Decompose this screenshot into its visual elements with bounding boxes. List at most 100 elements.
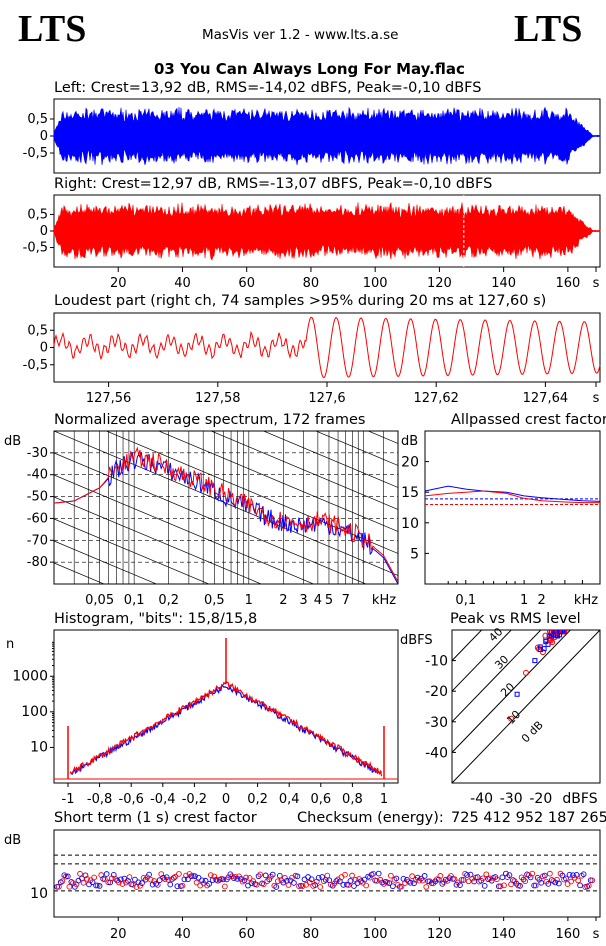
- shortterm-point-right: [494, 876, 500, 882]
- shortterm-point-left: [132, 876, 138, 883]
- right-waveform: [53, 201, 601, 261]
- right-ytick-label: 0: [40, 224, 48, 239]
- shortterm-xtick-label: 160: [555, 927, 580, 942]
- shortterm-point-right: [568, 878, 574, 885]
- shortterm-point-right: [497, 883, 504, 890]
- checksum-value: 725 412 952 187 265: [451, 810, 606, 826]
- shortterm-point-right: [423, 884, 430, 890]
- histogram-xtick-label: 0: [222, 792, 230, 807]
- peakrms-point-right: [534, 644, 541, 651]
- spectrum-xtick-label: 5: [325, 593, 333, 608]
- right-xtick-label: 160: [555, 276, 580, 291]
- shortterm-point-right: [373, 877, 380, 884]
- shortterm-point-right: [63, 873, 69, 880]
- shortterm-point-right: [154, 882, 161, 888]
- shortterm-point-left: [488, 877, 495, 884]
- peakrms-diagonals: [452, 630, 600, 783]
- shortterm-point-left: [421, 873, 428, 879]
- shortterm-point-left: [135, 879, 142, 886]
- peakrms-xtick-label: -40: [470, 791, 493, 807]
- spectrum-diagonal: [54, 518, 210, 584]
- shortterm-point-right: [59, 878, 66, 885]
- allpass-ytick-label: 15: [401, 485, 419, 501]
- shortterm-point-left: [199, 877, 205, 884]
- spectrum-ytick-label: -50: [27, 490, 48, 505]
- shortterm-point-left: [534, 874, 541, 881]
- loudest-ytick-label: 0: [40, 341, 48, 356]
- spectrum-diagonal: [54, 540, 158, 584]
- shortterm-point-left: [315, 874, 322, 881]
- right-xtick-label: 20: [110, 276, 127, 291]
- peakrms-point-right: [549, 639, 556, 646]
- spectrum-diagonal: [315, 431, 398, 466]
- allpass-unit: dB: [401, 434, 419, 449]
- shortterm-xtick-label: 20: [110, 927, 127, 942]
- shortterm-point-right: [299, 883, 306, 890]
- histogram-series-right: [69, 680, 383, 777]
- loudest-line: [53, 316, 601, 379]
- shortterm-point-left: [404, 876, 410, 883]
- histogram-xtick-label: -1: [62, 792, 75, 807]
- spectrum-xtick-label: 7: [342, 593, 350, 608]
- file-title: 03 You Can Always Long For May.flac: [154, 60, 465, 78]
- shortterm-point-left: [276, 872, 283, 879]
- shortterm-point-right: [458, 877, 465, 883]
- right-ytick-label: 0,5: [27, 207, 48, 222]
- shortterm-point-right: [589, 877, 596, 884]
- shortterm-point-left: [312, 882, 318, 888]
- shortterm-point-right: [324, 872, 331, 879]
- shortterm-unit: dB: [4, 833, 22, 848]
- allpass-xtick-label: kHz: [574, 593, 598, 608]
- shortterm-point-left: [393, 875, 400, 882]
- loudest-xtick-label: 127,64: [523, 391, 569, 406]
- spectrum-frame: [53, 430, 399, 585]
- peakrms-xtick-label: -20: [529, 791, 552, 807]
- shortterm-point-left: [457, 882, 463, 888]
- shortterm-point-left: [566, 871, 573, 878]
- shortterm-point-left: [503, 870, 509, 877]
- shortterm-point-left: [61, 872, 68, 879]
- shortterm-point-left: [573, 872, 580, 878]
- spectrum-xtick-label: 1: [245, 593, 253, 608]
- right-ytick-label: -0,5: [23, 241, 48, 256]
- shortterm-point-right: [388, 872, 394, 879]
- allpass-label: Allpassed crest factor: [451, 412, 606, 428]
- shortterm-point-right: [409, 873, 415, 879]
- shortterm-point-right: [257, 871, 264, 878]
- peakrms-point-left: [541, 646, 547, 652]
- shortterm-point-left: [96, 883, 103, 889]
- shortterm-point-left: [442, 876, 449, 883]
- shortterm-point-left: [375, 870, 382, 877]
- peakrms-diag-label: 40: [486, 625, 505, 644]
- shortterm-point-left: [291, 880, 297, 886]
- shortterm-xtick-label: s: [593, 927, 600, 942]
- loudest-xtick-label: 127,58: [195, 391, 241, 406]
- left-ytick-label: 0: [40, 129, 48, 144]
- logo-left: LTS: [18, 8, 87, 50]
- shortterm-label: Short term (1 s) crest factor: [54, 810, 257, 826]
- shortterm-point-left: [326, 877, 333, 884]
- allpass-xtick-label: 2: [538, 593, 546, 608]
- peakrms-point-left: [543, 639, 549, 645]
- shortterm-point-left: [407, 879, 414, 886]
- histogram-xtick-label: 0,8: [342, 792, 363, 807]
- shortterm-point-right: [176, 871, 182, 877]
- shortterm-point-left: [389, 883, 396, 890]
- right-label: Right: Crest=12,97 dB, RMS=-13,07 dBFS, …: [54, 176, 493, 192]
- allpass-ytick-label: 20: [401, 455, 419, 471]
- peakrms-diagonal: [452, 630, 483, 661]
- spectrum-xtick-label: 3: [299, 593, 307, 608]
- left-ytick-label: -0,5: [23, 146, 48, 161]
- shortterm-point-right: [80, 879, 87, 886]
- shortterm-point-right: [585, 882, 592, 889]
- right-xtick-label: 80: [303, 276, 320, 291]
- spectrum-xtick-label: 2: [279, 593, 287, 608]
- shortterm-point-left: [358, 878, 364, 885]
- spectrum-unit: dB: [4, 434, 22, 449]
- histogram-xtick-label: 0,4: [279, 792, 300, 807]
- peakrms-point-left: [558, 630, 564, 635]
- shortterm-point-right: [147, 876, 154, 883]
- shortterm-point-left: [464, 872, 470, 878]
- peakrms-point-right: [547, 637, 554, 644]
